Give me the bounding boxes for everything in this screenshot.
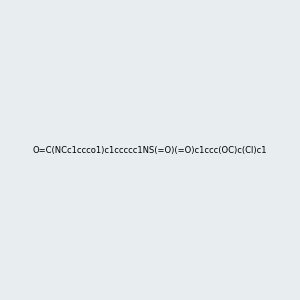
Text: O=C(NCc1ccco1)c1ccccc1NS(=O)(=O)c1ccc(OC)c(Cl)c1: O=C(NCc1ccco1)c1ccccc1NS(=O)(=O)c1ccc(OC…: [33, 146, 267, 154]
